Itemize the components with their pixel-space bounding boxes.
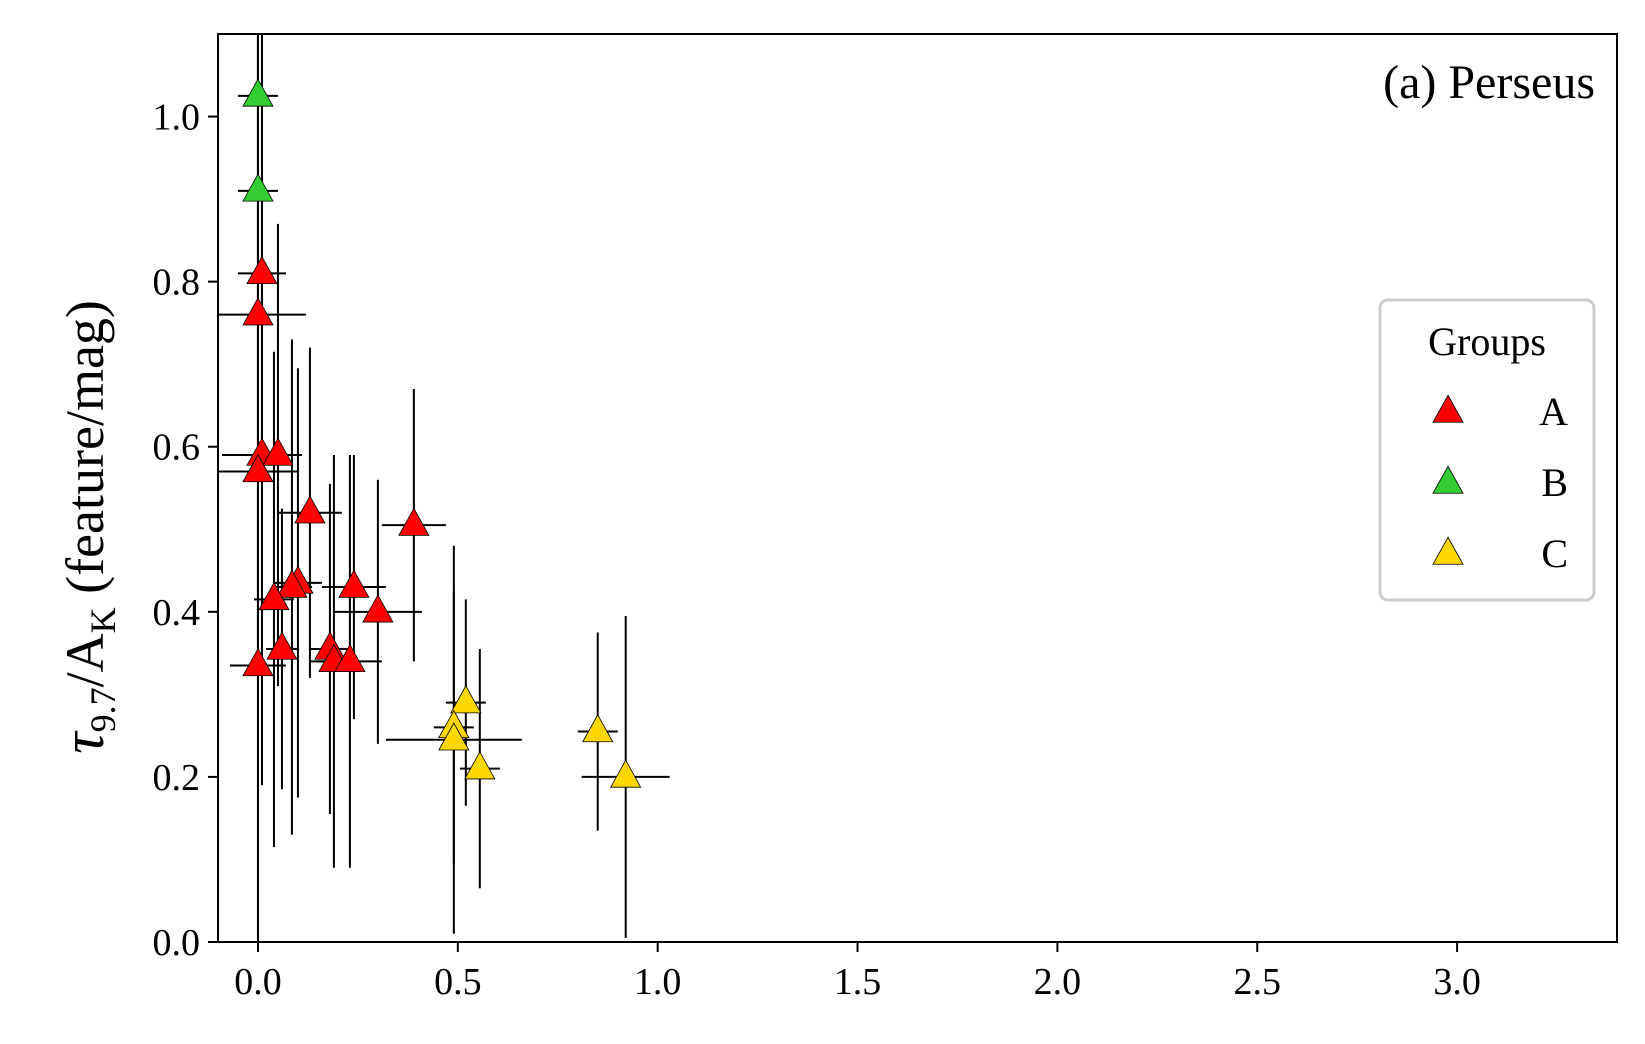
data-point-group-a — [398, 507, 430, 536]
legend-marker-b — [1432, 465, 1464, 494]
data-point-group-a — [276, 569, 308, 598]
markers-layer — [242, 78, 642, 788]
data-point-group-a — [242, 647, 274, 677]
data-point-group-c — [610, 759, 642, 788]
data-point-group-a — [338, 569, 370, 598]
data-point-group-b — [242, 173, 274, 202]
y-label-tau: τ — [50, 730, 116, 754]
data-point-group-c — [450, 685, 482, 714]
plot-frame — [217, 33, 1618, 943]
legend-title: Groups — [1428, 319, 1546, 364]
x-tick-label: 0.5 — [434, 961, 482, 1003]
y-label-tau-subscript: 9.7 — [83, 687, 123, 732]
x-tick-label: 2.0 — [1034, 961, 1082, 1003]
data-point-group-c — [582, 713, 614, 743]
data-point-group-a — [266, 631, 298, 660]
data-point-group-c — [438, 722, 470, 751]
x-tick-label: 0.0 — [234, 961, 282, 1003]
y-tick-label: 0.0 — [153, 922, 201, 964]
x-tick-label: 1.0 — [634, 961, 682, 1003]
svg-text:τ9.7/AK (feature/mag): τ9.7/AK (feature/mag) — [50, 300, 123, 754]
legend-frame — [1378, 298, 1596, 602]
y-label-ak-subscript: K — [83, 607, 123, 633]
data-point-group-a — [246, 255, 278, 285]
y-tick-label: 0.6 — [153, 427, 201, 469]
x-tick-label: 2.5 — [1234, 961, 1282, 1003]
y-tick-label: 0.4 — [153, 592, 201, 634]
data-point-group-a — [362, 594, 394, 623]
panel-title: (a) Perseus — [1383, 56, 1595, 109]
data-point-group-a — [334, 643, 366, 673]
y-tick-label: 0.2 — [153, 757, 201, 799]
legend-label-b: B — [1541, 460, 1568, 505]
data-point-group-a — [242, 453, 274, 483]
x-tick-label: 1.5 — [834, 961, 882, 1003]
x-tick-label: 3.0 — [1433, 961, 1481, 1003]
legend-label-c: C — [1541, 531, 1568, 576]
y-label-units: (feature/mag) — [55, 300, 115, 607]
data-point-group-b — [242, 78, 274, 107]
y-axis-label: τ9.7/AK (feature/mag) — [50, 300, 123, 754]
data-point-group-a — [262, 437, 294, 466]
y-tick-label: 0.8 — [153, 262, 201, 304]
y-tick-label: 1.0 — [153, 97, 201, 139]
y-label-ak: /A — [55, 633, 115, 687]
data-point-group-c — [464, 751, 496, 780]
data-point-group-a — [258, 581, 290, 611]
ticks-layer: 0.0 0.5 1.0 1.5 2.0 2.5 3.0 0.0 0.2 0.4 0.6 0.8 1.0 — [153, 97, 1481, 1003]
legend: Groups ABC — [1378, 298, 1596, 602]
data-point-group-a — [242, 297, 274, 326]
data-point-group-a — [294, 495, 326, 524]
legend-marker-a — [1432, 394, 1464, 423]
legend-label-a: A — [1539, 389, 1568, 434]
legend-marker-c — [1432, 536, 1464, 565]
